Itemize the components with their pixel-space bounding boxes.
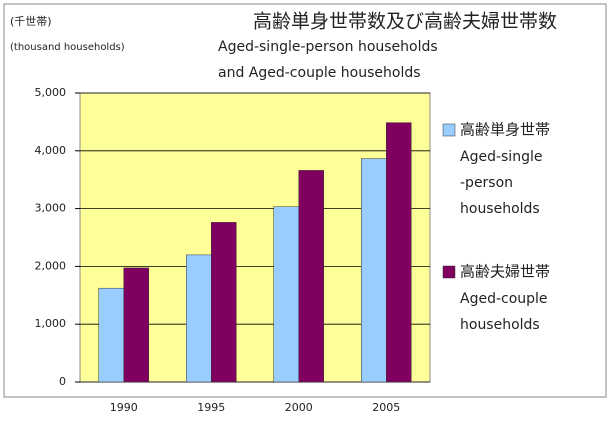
y-tick-label: 0 — [59, 375, 66, 388]
unit-label: (thousand households) — [10, 42, 125, 53]
legend-label: Aged-single — [460, 149, 542, 165]
x-tick-label: 2005 — [372, 401, 400, 414]
chart-title: 高齢単身世帯数及び高齢夫婦世帯数 — [253, 11, 557, 33]
bar — [123, 267, 149, 383]
bar — [298, 170, 324, 383]
legend-label: 高齢単身世帯 — [460, 121, 550, 139]
legend-swatch — [442, 123, 456, 137]
legend-label: -person — [460, 175, 513, 191]
legend-label: Aged-couple — [460, 291, 548, 307]
subtitle: and Aged-couple households — [218, 65, 421, 81]
bar — [386, 122, 412, 383]
subtitle: Aged-single-person households — [218, 39, 438, 55]
bar — [211, 222, 237, 383]
y-tick-label: 2,000 — [35, 259, 67, 272]
y-tick-label: 5,000 — [35, 86, 67, 99]
legend-label: households — [460, 201, 540, 217]
bar — [361, 158, 387, 383]
y-tick-label: 3,000 — [35, 202, 67, 215]
y-tick-label: 1,000 — [35, 317, 67, 330]
x-tick-label: 2000 — [285, 401, 313, 414]
bar — [98, 287, 124, 383]
legend-label: 高齢夫婦世帯 — [460, 263, 550, 281]
bar — [186, 254, 212, 383]
legend-swatch — [442, 265, 456, 279]
legend-label: households — [460, 317, 540, 333]
y-tick-label: 4,000 — [35, 144, 67, 157]
x-tick-label: 1990 — [110, 401, 138, 414]
bar — [273, 206, 299, 383]
unit-label: (千世帯) — [10, 15, 52, 28]
x-tick-label: 1995 — [197, 401, 225, 414]
